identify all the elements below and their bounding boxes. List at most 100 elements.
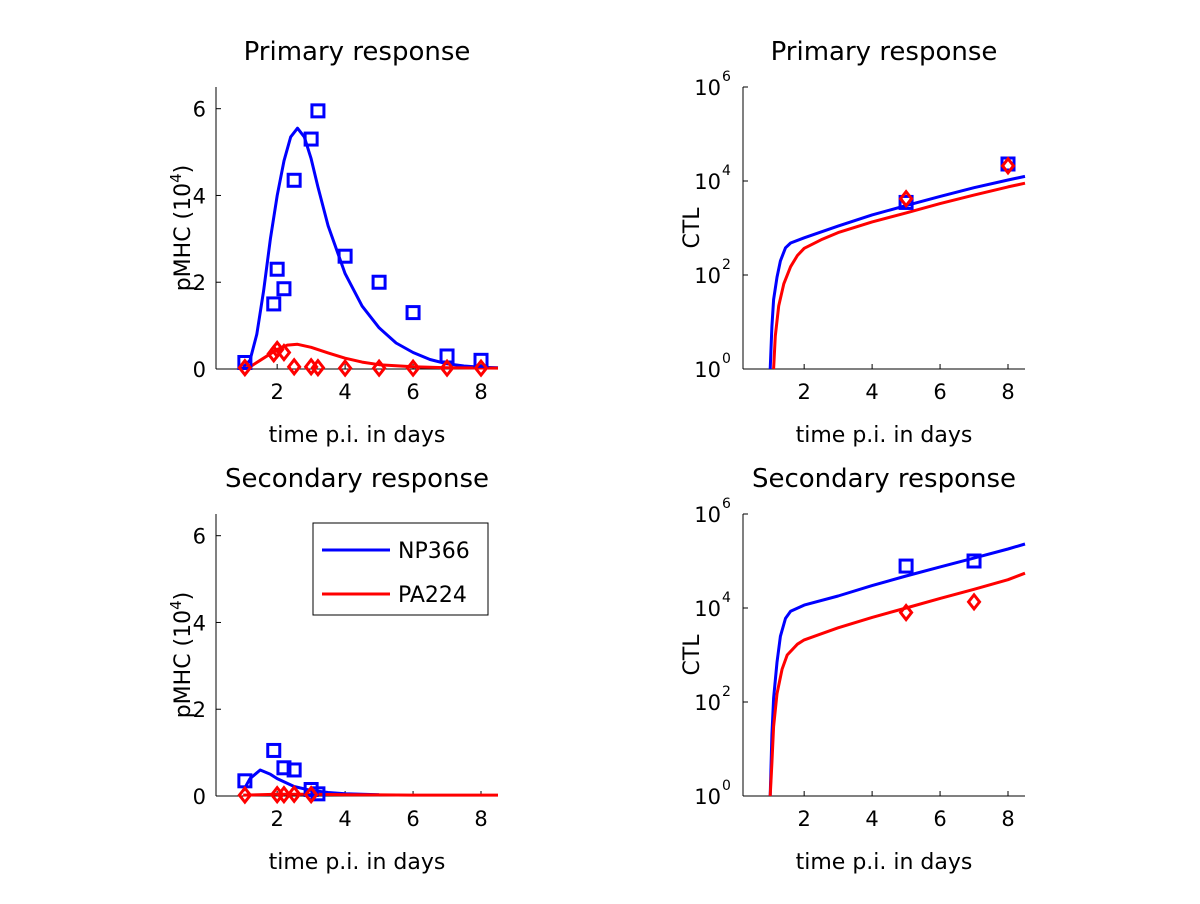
data-point-np366 xyxy=(310,103,326,119)
data-point-pa224 xyxy=(337,358,353,378)
data-point-pa224 xyxy=(1000,156,1016,176)
x-tick-label: 6 xyxy=(933,380,946,404)
data-point-np366 xyxy=(898,194,914,210)
x-tick-label: 2 xyxy=(270,380,283,404)
legend: NP366 PA224 xyxy=(312,522,489,616)
y-tick-label: 4 xyxy=(193,184,206,208)
data-point-pa224 xyxy=(237,785,253,805)
data-point-pa224 xyxy=(898,189,914,209)
y-tick-label: 2 xyxy=(193,698,206,722)
data-point-np366 xyxy=(276,760,292,776)
data-point-np366 xyxy=(276,281,292,297)
x-axis-label: time p.i. in days xyxy=(269,850,446,875)
x-tick-label: 6 xyxy=(933,807,946,831)
chart-title: Secondary response xyxy=(752,464,1016,494)
y-tick-label: 0 xyxy=(193,785,206,809)
y-tick-label: 10 xyxy=(694,785,721,809)
y-axis-label: CTL xyxy=(680,207,705,249)
y-tick-label: 0 xyxy=(193,358,206,382)
y-tick-exponent: 2 xyxy=(722,257,731,273)
x-tick-label: 4 xyxy=(338,380,351,404)
x-axis-label: time p.i. in days xyxy=(269,423,446,448)
y-tick-exponent: 4 xyxy=(722,163,731,179)
y-tick-label: 6 xyxy=(193,525,206,549)
y-tick-exponent: 2 xyxy=(722,684,731,700)
legend-label-np366: NP366 xyxy=(398,539,470,564)
x-tick-label: 4 xyxy=(865,807,878,831)
y-tick-exponent: 4 xyxy=(722,590,731,606)
legend-label-pa224: PA224 xyxy=(398,583,467,608)
data-point-pa224 xyxy=(276,343,292,362)
data-point-np366 xyxy=(371,274,387,290)
x-axis-label: time p.i. in days xyxy=(796,850,973,875)
data-point-np366 xyxy=(310,786,326,802)
data-point-np366 xyxy=(237,354,253,370)
legend-box xyxy=(312,522,489,616)
y-tick-label: 10 xyxy=(694,691,721,715)
series-line-pa224 xyxy=(772,181,1026,370)
data-point-np366 xyxy=(337,248,353,264)
data-point-pa224 xyxy=(439,358,455,378)
primary-pmhc-panel: 2 4 6 8 0 2 4 6 Primary response time p.i. in day… xyxy=(167,37,499,448)
data-point-pa224 xyxy=(276,785,292,805)
data-point-np366 xyxy=(966,553,982,569)
data-point-np366 xyxy=(266,742,282,758)
y-axis-label: CTL xyxy=(680,634,705,676)
data-point-pa224 xyxy=(286,784,302,804)
y-tick-label: 6 xyxy=(193,98,206,122)
y-tick-label: 10 xyxy=(694,358,721,382)
series-line-np366 xyxy=(242,126,499,370)
data-point-pa224 xyxy=(286,357,302,377)
y-tick-label: 10 xyxy=(694,76,721,100)
x-tick-label: 8 xyxy=(474,380,487,404)
y-tick-exponent: 6 xyxy=(722,69,731,85)
y-tick-label: 10 xyxy=(694,264,721,288)
x-tick-label: 2 xyxy=(270,807,283,831)
y-tick-label: 10 xyxy=(694,503,721,527)
data-point-pa224 xyxy=(371,358,387,378)
y-tick-label: 10 xyxy=(694,170,721,194)
data-point-np366 xyxy=(266,296,282,312)
series-line-np366 xyxy=(768,542,1026,797)
data-point-np366 xyxy=(405,305,421,321)
data-point-pa224 xyxy=(898,603,914,622)
x-tick-label: 2 xyxy=(797,807,810,831)
x-axis-label: time p.i. in days xyxy=(796,423,973,448)
data-point-np366 xyxy=(303,131,319,147)
chart-title: Primary response xyxy=(771,37,998,67)
data-point-np366 xyxy=(898,558,914,574)
x-tick-label: 4 xyxy=(865,380,878,404)
data-point-pa224 xyxy=(303,785,319,805)
data-point-pa224 xyxy=(237,358,253,378)
x-tick-label: 6 xyxy=(406,807,419,831)
y-tick-label: 4 xyxy=(193,611,206,635)
series-line-np366 xyxy=(768,174,1026,370)
x-tick-label: 2 xyxy=(797,380,810,404)
secondary-pmhc-panel: 2 4 6 8 0 2 4 6 Secondary response time p.i. in d… xyxy=(167,464,498,875)
y-tick-label: 2 xyxy=(193,271,206,295)
data-point-np366 xyxy=(269,261,285,277)
x-tick-label: 8 xyxy=(1001,807,1014,831)
data-point-np366 xyxy=(286,762,302,778)
y-tick-exponent: 0 xyxy=(722,351,731,367)
y-tick-label: 10 xyxy=(694,597,721,621)
x-tick-label: 6 xyxy=(406,380,419,404)
chart-title: Secondary response xyxy=(225,464,489,494)
x-tick-label: 4 xyxy=(338,807,351,831)
x-tick-label: 8 xyxy=(1001,380,1014,404)
y-tick-exponent: 0 xyxy=(722,778,731,794)
data-point-pa224 xyxy=(966,592,982,612)
y-tick-exponent: 6 xyxy=(722,496,731,512)
x-tick-label: 8 xyxy=(474,807,487,831)
series-line-pa224 xyxy=(768,571,1026,797)
data-point-pa224 xyxy=(473,358,489,378)
data-point-pa224 xyxy=(310,358,326,378)
y-axis-label: pMHC (104) xyxy=(167,592,196,719)
chart-title: Primary response xyxy=(244,37,471,67)
y-axis-label: pMHC (104) xyxy=(167,165,196,292)
data-point-np366 xyxy=(473,352,489,368)
